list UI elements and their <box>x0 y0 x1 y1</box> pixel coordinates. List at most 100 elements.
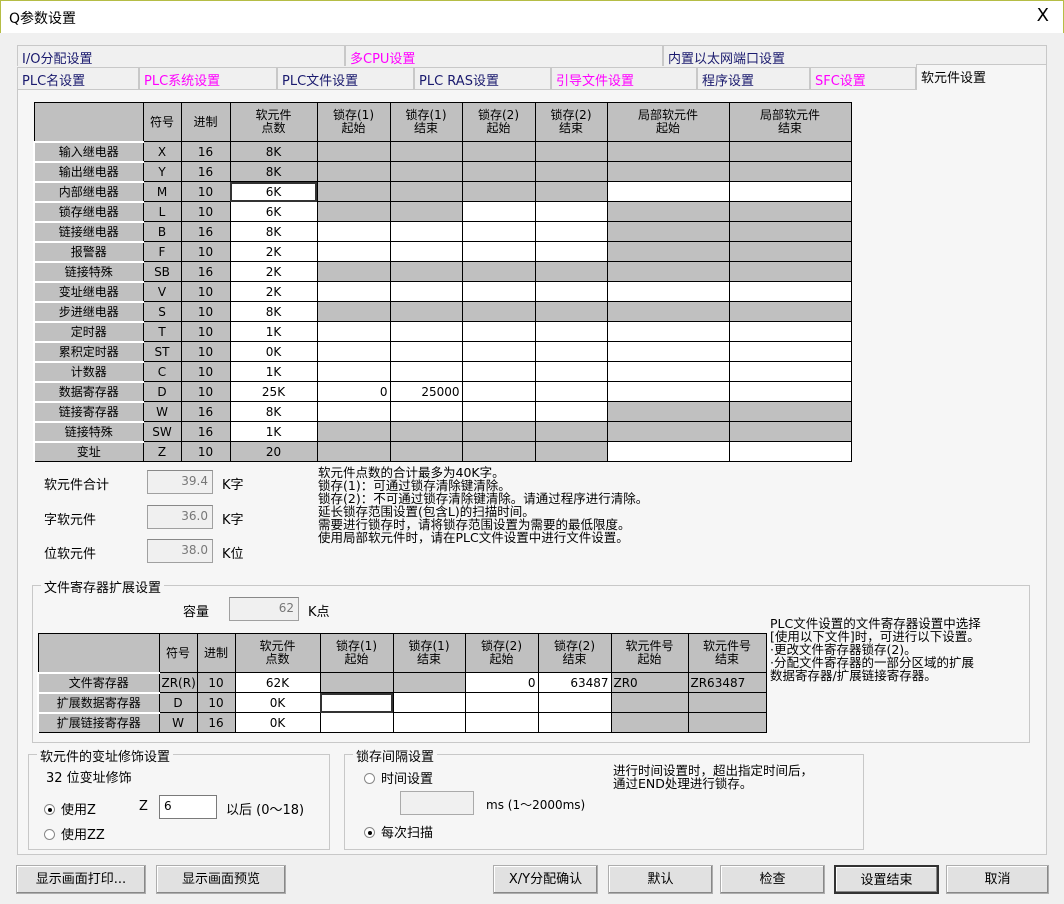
device-points-cell[interactable]: 1K <box>229 361 318 382</box>
tab-row2-2[interactable]: PLC文件设置 <box>277 67 414 89</box>
latch-range-cell[interactable] <box>534 321 608 342</box>
latch-range-cell[interactable] <box>606 361 730 382</box>
latch-range-cell[interactable]: 0 <box>464 672 539 693</box>
latch-range-cell[interactable] <box>389 241 463 262</box>
latch-range-cell[interactable] <box>537 712 612 733</box>
latch-range-cell[interactable] <box>392 712 466 733</box>
latch-range-cell[interactable] <box>464 712 539 733</box>
latch-range-cell[interactable] <box>461 341 536 362</box>
column-header: 锁存(2) 结束 <box>537 633 612 673</box>
tab-row2-3[interactable]: PLC RAS设置 <box>414 67 551 89</box>
tab-row2-7[interactable]: 软元件设置 <box>916 64 1047 90</box>
latch-range-cell[interactable] <box>389 281 463 302</box>
latch-range-cell[interactable] <box>534 341 608 362</box>
device-points-cell[interactable]: 0K <box>234 692 321 713</box>
latch-range-cell[interactable] <box>606 281 730 302</box>
z-start-input[interactable]: 6 <box>159 795 217 819</box>
latch-range-cell[interactable] <box>461 401 536 422</box>
latch-range-cell[interactable] <box>316 361 391 382</box>
latch-range-cell[interactable] <box>389 401 463 422</box>
tab-row1-2[interactable]: 内置以太网端口设置 <box>663 45 1047 66</box>
latch-range-cell[interactable] <box>728 341 852 362</box>
latch-range-cell[interactable] <box>316 341 391 362</box>
latch-range-cell[interactable] <box>319 692 394 713</box>
time-setting-radio[interactable]: 时间设置 <box>364 768 433 787</box>
device-points-cell[interactable]: 2K <box>229 241 318 262</box>
latch-range-cell[interactable] <box>389 321 463 342</box>
latch-range-cell[interactable] <box>728 321 852 342</box>
close-icon[interactable]: X <box>1036 5 1049 26</box>
device-points-cell[interactable]: 25K <box>229 381 318 402</box>
latch-range-cell[interactable] <box>389 221 463 242</box>
print-preview-button[interactable]: 显示画面预览 <box>156 865 286 894</box>
latch-range-cell[interactable] <box>392 692 466 713</box>
cancel-button[interactable]: 取消 <box>946 865 1049 894</box>
latch-range-cell[interactable] <box>728 441 852 462</box>
tab-row2-1[interactable]: PLC系统设置 <box>139 67 277 89</box>
tab-row2-6[interactable]: SFC设置 <box>810 67 916 89</box>
device-points-cell[interactable]: 1K <box>229 321 318 342</box>
device-points-cell[interactable]: 0K <box>229 341 318 362</box>
tab-row2-5[interactable]: 程序设置 <box>697 67 810 89</box>
device-points-cell[interactable]: 2K <box>229 281 318 302</box>
latch-range-cell[interactable] <box>534 381 608 402</box>
latch-range-cell[interactable] <box>606 381 730 402</box>
latch-range-cell[interactable] <box>461 201 536 222</box>
latch-range-cell[interactable] <box>316 321 391 342</box>
latch-range-cell[interactable] <box>606 181 730 202</box>
latch-range-cell[interactable] <box>316 241 391 262</box>
latch-range-cell[interactable]: 25000 <box>389 381 463 402</box>
latch-range-cell[interactable] <box>728 281 852 302</box>
device-points-cell[interactable]: 1K <box>229 421 318 442</box>
device-points-cell[interactable]: 8K <box>229 221 318 242</box>
latch-range-cell[interactable] <box>728 181 852 202</box>
latch-range-cell[interactable] <box>316 281 391 302</box>
check-button[interactable]: 检查 <box>720 865 825 894</box>
latch-range-cell[interactable] <box>461 281 536 302</box>
device-points-cell[interactable]: 62K <box>234 672 321 693</box>
latch-range-cell[interactable] <box>534 221 608 242</box>
every-scan-radio[interactable]: 每次扫描 <box>364 822 433 841</box>
latch-range-cell[interactable] <box>316 401 391 422</box>
latch-time-input[interactable] <box>400 791 474 815</box>
latch-range-cell[interactable] <box>461 381 536 402</box>
latch-range-cell[interactable] <box>461 361 536 382</box>
finish-settings-button[interactable]: 设置结束 <box>834 865 939 894</box>
latch-range-cell[interactable] <box>728 381 852 402</box>
device-points-cell[interactable]: 6K <box>229 201 318 222</box>
xy-assignment-button[interactable]: X/Y分配确认 <box>493 865 598 894</box>
latch-range-cell[interactable] <box>534 281 608 302</box>
tab-row1-0[interactable]: I/O分配设置 <box>17 45 345 66</box>
latch-range-cell[interactable] <box>461 321 536 342</box>
latch-range-cell[interactable] <box>537 692 612 713</box>
latch-range-cell[interactable]: 0 <box>316 381 391 402</box>
tab-row1-1[interactable]: 多CPU设置 <box>345 45 663 66</box>
latch-range-cell[interactable] <box>316 221 391 242</box>
latch-range-cell[interactable]: 63487 <box>537 672 612 693</box>
latch-range-cell[interactable] <box>389 341 463 362</box>
device-points-cell[interactable]: 8K <box>229 301 318 322</box>
device-points-cell[interactable]: 8K <box>229 401 318 422</box>
default-button[interactable]: 默认 <box>608 865 713 894</box>
latch-range-cell[interactable] <box>534 401 608 422</box>
latch-range-cell[interactable] <box>728 361 852 382</box>
tab-row2-0[interactable]: PLC名设置 <box>17 67 139 89</box>
device-points-cell[interactable]: 6K <box>229 181 318 202</box>
latch-range-cell[interactable] <box>389 361 463 382</box>
latch-range-cell[interactable] <box>606 441 730 462</box>
tab-row2-4[interactable]: 引导文件设置 <box>551 67 697 89</box>
latch-range-cell[interactable] <box>606 321 730 342</box>
print-screen-button[interactable]: 显示画面打印... <box>16 865 146 894</box>
latch-range-cell[interactable] <box>534 241 608 262</box>
latch-range-cell[interactable] <box>461 221 536 242</box>
device-points-cell[interactable]: 2K <box>229 261 318 282</box>
latch-range-cell[interactable] <box>461 241 536 262</box>
latch-range-cell[interactable] <box>534 361 608 382</box>
latch-range-cell[interactable] <box>534 201 608 222</box>
use-z-radio[interactable]: 使用Z <box>44 799 96 818</box>
latch-range-cell[interactable] <box>606 341 730 362</box>
latch-range-cell[interactable] <box>464 692 539 713</box>
use-zz-radio[interactable]: 使用ZZ <box>44 824 105 843</box>
device-points-cell[interactable]: 0K <box>234 712 321 733</box>
latch-range-cell[interactable] <box>319 712 394 733</box>
